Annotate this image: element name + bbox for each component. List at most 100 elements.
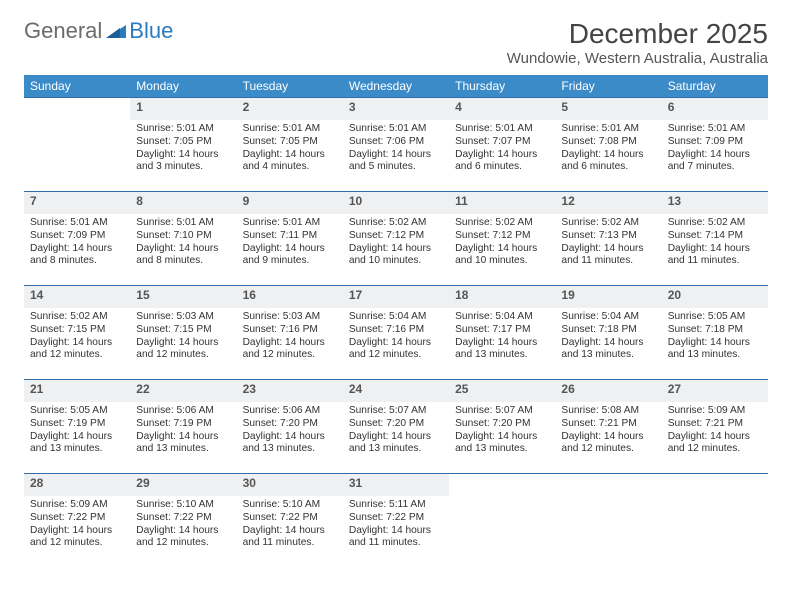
sunset-text: Sunset: 7:22 PM bbox=[243, 512, 337, 525]
sunset-text: Sunset: 7:09 PM bbox=[668, 136, 762, 149]
sunrise-text: Sunrise: 5:02 AM bbox=[561, 217, 655, 230]
day-number-cell: 24 bbox=[343, 380, 449, 403]
sunrise-text: Sunrise: 5:11 AM bbox=[349, 499, 443, 512]
sunrise-text: Sunrise: 5:01 AM bbox=[455, 123, 549, 136]
day-number-cell bbox=[662, 474, 768, 497]
sunrise-text: Sunrise: 5:02 AM bbox=[455, 217, 549, 230]
day-number-cell: 5 bbox=[555, 98, 661, 121]
week-content-row: Sunrise: 5:01 AMSunset: 7:09 PMDaylight:… bbox=[24, 214, 768, 286]
sunset-text: Sunset: 7:14 PM bbox=[668, 230, 762, 243]
sunset-text: Sunset: 7:22 PM bbox=[30, 512, 124, 525]
sunrise-text: Sunrise: 5:09 AM bbox=[668, 405, 762, 418]
sunset-text: Sunset: 7:19 PM bbox=[136, 418, 230, 431]
week-content-row: Sunrise: 5:09 AMSunset: 7:22 PMDaylight:… bbox=[24, 496, 768, 567]
sunset-text: Sunset: 7:20 PM bbox=[349, 418, 443, 431]
day-content-cell: Sunrise: 5:07 AMSunset: 7:20 PMDaylight:… bbox=[449, 402, 555, 474]
day-number-cell: 8 bbox=[130, 192, 236, 215]
daylight-text: Daylight: 14 hours and 12 minutes. bbox=[668, 431, 762, 457]
day-number-cell: 31 bbox=[343, 474, 449, 497]
day-content-cell: Sunrise: 5:11 AMSunset: 7:22 PMDaylight:… bbox=[343, 496, 449, 567]
sunset-text: Sunset: 7:16 PM bbox=[243, 324, 337, 337]
day-content-cell: Sunrise: 5:01 AMSunset: 7:11 PMDaylight:… bbox=[237, 214, 343, 286]
day-header: Tuesday bbox=[237, 75, 343, 98]
daylight-text: Daylight: 14 hours and 8 minutes. bbox=[30, 243, 124, 269]
day-content-cell: Sunrise: 5:08 AMSunset: 7:21 PMDaylight:… bbox=[555, 402, 661, 474]
day-header-row: SundayMondayTuesdayWednesdayThursdayFrid… bbox=[24, 75, 768, 98]
daylight-text: Daylight: 14 hours and 11 minutes. bbox=[668, 243, 762, 269]
daylight-text: Daylight: 14 hours and 13 minutes. bbox=[561, 337, 655, 363]
sunset-text: Sunset: 7:12 PM bbox=[455, 230, 549, 243]
sunrise-text: Sunrise: 5:03 AM bbox=[243, 311, 337, 324]
daylight-text: Daylight: 14 hours and 3 minutes. bbox=[136, 149, 230, 175]
sunset-text: Sunset: 7:13 PM bbox=[561, 230, 655, 243]
day-content-cell: Sunrise: 5:03 AMSunset: 7:15 PMDaylight:… bbox=[130, 308, 236, 380]
day-content-cell: Sunrise: 5:07 AMSunset: 7:20 PMDaylight:… bbox=[343, 402, 449, 474]
sunrise-text: Sunrise: 5:05 AM bbox=[668, 311, 762, 324]
daylight-text: Daylight: 14 hours and 6 minutes. bbox=[455, 149, 549, 175]
day-number-cell: 25 bbox=[449, 380, 555, 403]
day-number-cell: 30 bbox=[237, 474, 343, 497]
sunrise-text: Sunrise: 5:01 AM bbox=[136, 217, 230, 230]
sunset-text: Sunset: 7:17 PM bbox=[455, 324, 549, 337]
sunset-text: Sunset: 7:20 PM bbox=[243, 418, 337, 431]
sunset-text: Sunset: 7:21 PM bbox=[561, 418, 655, 431]
day-number-cell: 27 bbox=[662, 380, 768, 403]
day-header: Sunday bbox=[24, 75, 130, 98]
day-number-cell: 9 bbox=[237, 192, 343, 215]
sunrise-text: Sunrise: 5:02 AM bbox=[30, 311, 124, 324]
sunset-text: Sunset: 7:15 PM bbox=[136, 324, 230, 337]
day-number-cell bbox=[555, 474, 661, 497]
daylight-text: Daylight: 14 hours and 11 minutes. bbox=[561, 243, 655, 269]
sunrise-text: Sunrise: 5:01 AM bbox=[243, 217, 337, 230]
day-number-cell: 16 bbox=[237, 286, 343, 309]
day-content-cell bbox=[555, 496, 661, 567]
day-number-cell: 23 bbox=[237, 380, 343, 403]
daylight-text: Daylight: 14 hours and 13 minutes. bbox=[30, 431, 124, 457]
daylight-text: Daylight: 14 hours and 12 minutes. bbox=[561, 431, 655, 457]
day-content-cell: Sunrise: 5:02 AMSunset: 7:12 PMDaylight:… bbox=[449, 214, 555, 286]
daylight-text: Daylight: 14 hours and 12 minutes. bbox=[30, 337, 124, 363]
day-content-cell: Sunrise: 5:01 AMSunset: 7:06 PMDaylight:… bbox=[343, 120, 449, 192]
sunset-text: Sunset: 7:08 PM bbox=[561, 136, 655, 149]
day-content-cell: Sunrise: 5:05 AMSunset: 7:19 PMDaylight:… bbox=[24, 402, 130, 474]
week-number-row: 21222324252627 bbox=[24, 380, 768, 403]
day-content-cell: Sunrise: 5:10 AMSunset: 7:22 PMDaylight:… bbox=[130, 496, 236, 567]
day-content-cell: Sunrise: 5:01 AMSunset: 7:10 PMDaylight:… bbox=[130, 214, 236, 286]
day-header: Saturday bbox=[662, 75, 768, 98]
day-content-cell: Sunrise: 5:02 AMSunset: 7:13 PMDaylight:… bbox=[555, 214, 661, 286]
day-content-cell: Sunrise: 5:01 AMSunset: 7:07 PMDaylight:… bbox=[449, 120, 555, 192]
daylight-text: Daylight: 14 hours and 7 minutes. bbox=[668, 149, 762, 175]
day-number-cell: 2 bbox=[237, 98, 343, 121]
daylight-text: Daylight: 14 hours and 13 minutes. bbox=[668, 337, 762, 363]
day-content-cell: Sunrise: 5:06 AMSunset: 7:20 PMDaylight:… bbox=[237, 402, 343, 474]
day-content-cell bbox=[24, 120, 130, 192]
day-content-cell: Sunrise: 5:04 AMSunset: 7:17 PMDaylight:… bbox=[449, 308, 555, 380]
sunrise-text: Sunrise: 5:03 AM bbox=[136, 311, 230, 324]
day-number-cell: 22 bbox=[130, 380, 236, 403]
day-header: Friday bbox=[555, 75, 661, 98]
sunset-text: Sunset: 7:12 PM bbox=[349, 230, 443, 243]
sunrise-text: Sunrise: 5:10 AM bbox=[136, 499, 230, 512]
sunset-text: Sunset: 7:18 PM bbox=[561, 324, 655, 337]
daylight-text: Daylight: 14 hours and 10 minutes. bbox=[349, 243, 443, 269]
day-content-cell bbox=[662, 496, 768, 567]
day-header: Wednesday bbox=[343, 75, 449, 98]
sunrise-text: Sunrise: 5:07 AM bbox=[455, 405, 549, 418]
daylight-text: Daylight: 14 hours and 12 minutes. bbox=[136, 525, 230, 551]
sunset-text: Sunset: 7:10 PM bbox=[136, 230, 230, 243]
sunrise-text: Sunrise: 5:02 AM bbox=[349, 217, 443, 230]
sunrise-text: Sunrise: 5:08 AM bbox=[561, 405, 655, 418]
week-number-row: 14151617181920 bbox=[24, 286, 768, 309]
daylight-text: Daylight: 14 hours and 12 minutes. bbox=[349, 337, 443, 363]
week-number-row: 28293031 bbox=[24, 474, 768, 497]
daylight-text: Daylight: 14 hours and 12 minutes. bbox=[243, 337, 337, 363]
daylight-text: Daylight: 14 hours and 5 minutes. bbox=[349, 149, 443, 175]
daylight-text: Daylight: 14 hours and 8 minutes. bbox=[136, 243, 230, 269]
sunrise-text: Sunrise: 5:01 AM bbox=[349, 123, 443, 136]
week-content-row: Sunrise: 5:01 AMSunset: 7:05 PMDaylight:… bbox=[24, 120, 768, 192]
daylight-text: Daylight: 14 hours and 13 minutes. bbox=[243, 431, 337, 457]
sunset-text: Sunset: 7:06 PM bbox=[349, 136, 443, 149]
sunset-text: Sunset: 7:22 PM bbox=[349, 512, 443, 525]
day-content-cell: Sunrise: 5:03 AMSunset: 7:16 PMDaylight:… bbox=[237, 308, 343, 380]
day-number-cell: 7 bbox=[24, 192, 130, 215]
